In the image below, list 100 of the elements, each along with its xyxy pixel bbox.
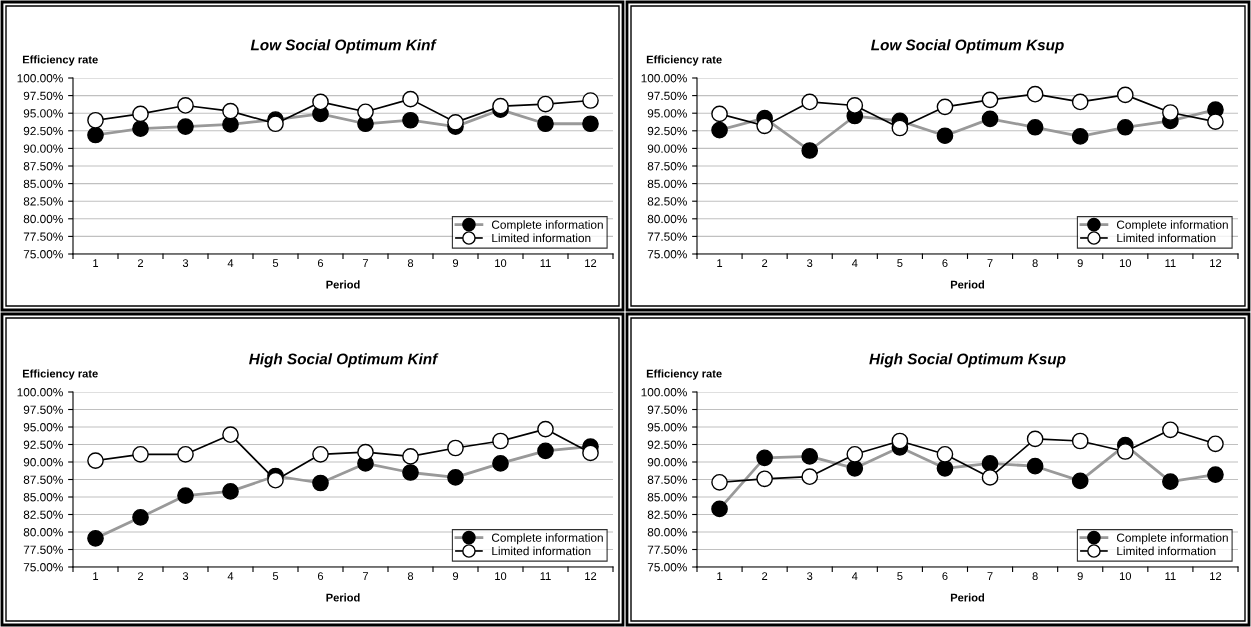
y-tick-label: 97.50% [647, 91, 687, 100]
y-tick-label: 95.00% [647, 423, 687, 432]
y-axis-title: Efficiency rate [646, 55, 722, 66]
legend-label: Complete information [491, 533, 603, 545]
x-tick-label: 12 [1210, 259, 1222, 267]
point [582, 444, 599, 462]
point [936, 98, 954, 116]
y-tick-label: 77.50% [647, 232, 687, 241]
point [1162, 421, 1179, 439]
legend-label: Limited information [492, 233, 591, 243]
y-tick-label: 85.00% [23, 493, 63, 502]
y-tick-label: 92.50% [23, 126, 63, 136]
point [1162, 104, 1179, 121]
y-tick-label: 75.00% [23, 250, 63, 259]
y-tick-label: 80.00% [647, 214, 687, 224]
point [87, 111, 104, 129]
point [132, 445, 149, 463]
point [891, 432, 909, 450]
point [1071, 93, 1089, 111]
x-tick-label: 8 [407, 572, 414, 581]
point [981, 469, 999, 486]
point [1207, 435, 1224, 453]
y-axis-title: Efficiency rate [22, 55, 98, 66]
x-tick-label: 6 [317, 572, 324, 581]
chart-title: High Social Optimum Ksup [869, 353, 1066, 368]
y-tick-label: 90.00% [647, 458, 687, 467]
y-tick-label: 80.00% [23, 214, 63, 224]
point [87, 452, 104, 469]
x-tick-label: 5 [897, 572, 903, 581]
point [756, 470, 773, 488]
y-tick-label: 100.00% [641, 388, 687, 397]
x-tick-label: 10 [495, 572, 507, 581]
legend-label: Limited information [492, 546, 591, 556]
point [711, 105, 728, 123]
x-tick-label: 1 [93, 259, 99, 267]
x-axis-title: Period [950, 280, 985, 289]
y-tick-label: 97.50% [23, 91, 63, 100]
point [357, 103, 374, 121]
point [177, 445, 194, 463]
y-tick-label: 85.00% [23, 179, 63, 188]
legend-label: Limited information [1117, 546, 1216, 556]
x-tick-label: 9 [1077, 259, 1083, 268]
y-tick-label: 82.50% [647, 510, 687, 519]
x-tick-label: 11 [540, 572, 551, 580]
x-tick-label: 10 [1119, 259, 1132, 268]
y-tick-label: 80.00% [647, 528, 687, 537]
x-tick-label: 6 [317, 259, 324, 268]
point [1071, 432, 1089, 450]
y-tick-label: 92.50% [23, 440, 63, 449]
point [357, 443, 374, 461]
x-tick-label: 8 [1032, 572, 1038, 581]
x-tick-label: 12 [585, 259, 597, 267]
y-tick-label: 77.50% [647, 545, 687, 554]
point [756, 117, 773, 135]
chart-title: Low Social Optimum Ksup [871, 39, 1064, 54]
legend-label: Complete information [491, 220, 603, 232]
y-tick-label: 87.50% [23, 475, 63, 484]
x-tick-label: 5 [272, 259, 279, 268]
legend-label: Limited information [1117, 233, 1216, 243]
y-tick-label: 82.50% [23, 510, 63, 519]
y-tick-label: 92.50% [647, 126, 687, 136]
point [537, 420, 554, 438]
y-tick-label: 87.50% [647, 475, 687, 484]
point [1116, 443, 1134, 460]
point [1026, 85, 1044, 103]
point [267, 115, 284, 133]
x-axis-title: Period [950, 593, 985, 602]
y-tick-label: 87.50% [23, 162, 63, 171]
point [132, 105, 149, 123]
y-tick-label: 77.50% [23, 545, 63, 554]
y-tick-label: 85.00% [647, 493, 687, 502]
point [222, 426, 239, 444]
x-tick-label: 3 [807, 572, 813, 581]
x-tick-label: 9 [452, 259, 459, 268]
y-tick-label: 92.50% [647, 440, 687, 449]
y-tick-label: 77.50% [23, 232, 63, 241]
x-tick-label: 9 [1077, 572, 1083, 581]
point [402, 448, 419, 465]
point [222, 102, 239, 120]
x-tick-label: 6 [942, 572, 948, 581]
y-tick-label: 90.00% [23, 458, 63, 467]
point [1026, 430, 1044, 448]
point [492, 97, 509, 115]
x-tick-label: 1 [717, 259, 723, 267]
x-tick-label: 12 [585, 572, 597, 580]
point [312, 93, 329, 111]
legend-label: Complete information [1116, 533, 1228, 545]
y-tick-label: 80.00% [23, 528, 63, 537]
point [402, 90, 419, 108]
point [981, 91, 999, 109]
x-tick-label: 8 [1032, 259, 1038, 268]
point [1207, 113, 1224, 130]
y-tick-label: 75.00% [23, 563, 63, 572]
x-tick-label: 4 [851, 259, 858, 267]
x-tick-label: 3 [182, 572, 189, 581]
point [1116, 86, 1134, 104]
point [492, 432, 509, 450]
x-tick-label: 5 [897, 259, 903, 268]
x-tick-label: 10 [1119, 572, 1132, 581]
x-tick-label: 10 [495, 259, 507, 268]
